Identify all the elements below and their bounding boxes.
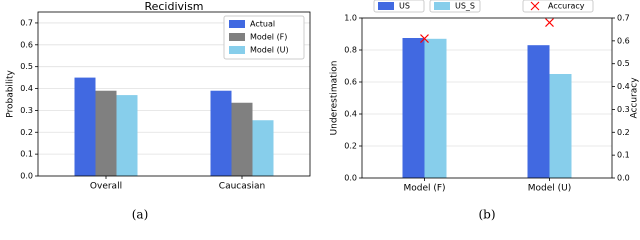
bar	[231, 102, 253, 176]
legend-swatch	[229, 33, 245, 41]
y-tick-label: 0.6	[20, 40, 33, 49]
legend-swatch	[229, 20, 245, 28]
y-tick-label: 0.1	[20, 150, 33, 159]
legend-label: Model (F)	[250, 33, 287, 42]
legend-label: US	[399, 2, 410, 11]
legend-frame	[522, 0, 594, 13]
legend-label: US_S	[455, 2, 475, 11]
legend-swatch	[434, 2, 450, 10]
chart-title: Recidivism	[144, 0, 203, 13]
y-tick-label: 0.4	[344, 110, 357, 119]
x-tick-label: Overall	[90, 182, 122, 192]
y2-tick-label: 0.6	[617, 36, 630, 45]
caption: (b)	[478, 208, 495, 222]
y-tick-label: 0.3	[20, 106, 33, 115]
x-tick-label: Model (F)	[403, 184, 445, 194]
y2-tick-label: 0.5	[617, 59, 630, 68]
y-axis-label: Underestimation	[330, 61, 340, 136]
y-axis-label: Probability	[6, 70, 16, 118]
y-tick-label: 0.2	[344, 142, 357, 151]
bar	[252, 120, 274, 176]
legend-label: Actual	[250, 20, 275, 29]
y-tick-label: 0.8	[344, 46, 357, 55]
y-tick-label: 0.7	[20, 18, 33, 27]
y-tick-label: 1.0	[344, 14, 357, 23]
y-tick-label: 0.2	[20, 128, 33, 137]
y2-tick-label: 0.1	[617, 151, 630, 160]
y-tick-label: 0.5	[20, 62, 33, 71]
bar	[116, 95, 138, 176]
y2-tick-label: 0.7	[617, 14, 630, 23]
bar	[549, 74, 572, 178]
plot-frame	[37, 11, 311, 177]
y2-tick-label: 0.0	[617, 174, 630, 183]
y-tick-label: 0.0	[20, 172, 33, 181]
figure: 0.0 0.1 0.2 0.3 0.4 0.5 0.6 0.7 Overall Caucasian…	[6, 0, 640, 222]
y2-tick-label: 0.2	[617, 128, 630, 137]
caption: (a)	[132, 208, 149, 222]
plot-frame	[361, 17, 613, 179]
legend-label: Model (U)	[250, 46, 289, 55]
bar	[424, 38, 447, 178]
bar	[95, 90, 117, 176]
x-tick-label: Caucasian	[219, 182, 265, 192]
y-tick-label: 0.4	[20, 84, 33, 93]
x-tick-label: Model (U)	[528, 184, 572, 194]
legend-label: Accuracy	[548, 2, 585, 11]
bar	[74, 77, 96, 176]
bar	[402, 38, 425, 178]
marker	[420, 34, 429, 43]
legend-swatch	[229, 46, 245, 54]
legend-marker	[530, 1, 540, 11]
bar	[527, 45, 550, 179]
y2-tick-label: 0.3	[617, 105, 630, 114]
page: 0.0 0.1 0.2 0.3 0.4 0.5 0.6 0.7 Overall Caucasian…	[5, 0, 640, 222]
marker	[545, 18, 554, 27]
y2-axis-label: Accuracy	[630, 77, 640, 119]
legend-swatch	[378, 2, 394, 10]
bar	[210, 90, 232, 176]
y-tick-label: 0.0	[344, 174, 357, 183]
y2-tick-label: 0.4	[617, 82, 630, 91]
y-tick-label: 0.6	[344, 78, 357, 87]
